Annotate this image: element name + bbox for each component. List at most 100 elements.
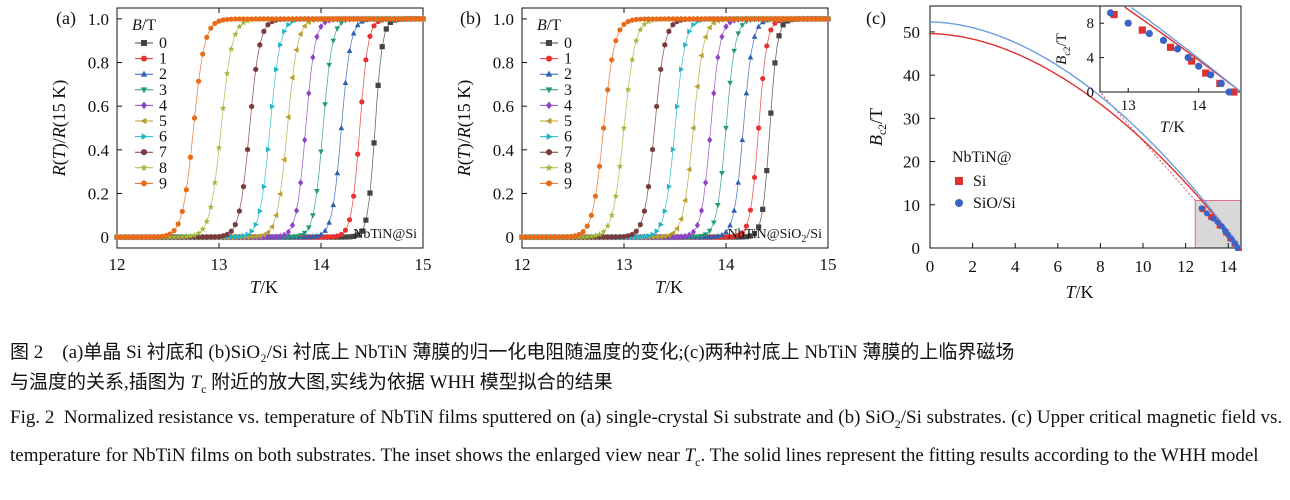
data-point bbox=[760, 206, 766, 212]
legend-marker bbox=[140, 163, 148, 172]
data-point bbox=[220, 17, 226, 23]
data-point bbox=[219, 104, 227, 112]
inset-y-tick-label: 4 bbox=[1087, 51, 1095, 67]
data-point bbox=[669, 230, 676, 237]
data-point bbox=[269, 103, 276, 110]
data-point bbox=[269, 16, 275, 22]
data-point bbox=[309, 213, 316, 219]
inset-data-point bbox=[1124, 19, 1132, 27]
data-point bbox=[764, 16, 770, 22]
data-point bbox=[187, 154, 194, 160]
data-point bbox=[523, 234, 529, 240]
data-point bbox=[298, 16, 304, 22]
legend-marker bbox=[141, 180, 147, 187]
data-point bbox=[359, 16, 365, 22]
data-point bbox=[166, 233, 174, 240]
data-point bbox=[686, 231, 692, 239]
legend-marker bbox=[546, 101, 552, 110]
data-point bbox=[204, 34, 210, 40]
inset-data-point bbox=[1207, 71, 1215, 79]
legend-marker bbox=[140, 87, 148, 94]
data-point bbox=[698, 207, 705, 215]
data-point bbox=[756, 16, 762, 22]
x-axis-label: T/K bbox=[1065, 282, 1093, 302]
data-point bbox=[592, 232, 599, 239]
data-point bbox=[707, 136, 713, 144]
x-tick-label: 14 bbox=[313, 255, 331, 274]
data-point bbox=[711, 89, 717, 97]
legend-marker bbox=[141, 101, 147, 110]
data-point bbox=[686, 16, 692, 22]
panel-label: (b) bbox=[460, 8, 481, 29]
data-point bbox=[743, 223, 750, 229]
data-point bbox=[641, 208, 647, 214]
data-point bbox=[261, 28, 267, 35]
data-point bbox=[318, 16, 324, 22]
data-point bbox=[620, 124, 628, 131]
data-point bbox=[678, 216, 684, 222]
data-point bbox=[244, 16, 251, 22]
data-point bbox=[191, 231, 198, 239]
y-tick-label: 0 bbox=[912, 239, 921, 258]
data-point bbox=[564, 234, 570, 240]
data-point bbox=[698, 16, 705, 22]
legend-label: 4 bbox=[564, 97, 572, 114]
caption-chinese: 图 2 (a)单晶 Si 衬底和 (b)SiO₂/Si 衬底上 NbTiN 薄膜… bbox=[10, 338, 1285, 404]
data-series-group bbox=[518, 15, 832, 241]
data-point bbox=[531, 234, 537, 240]
y-tick-label: 50 bbox=[903, 23, 920, 42]
data-point bbox=[756, 125, 762, 131]
data-point bbox=[342, 234, 349, 240]
data-point bbox=[285, 234, 292, 241]
data-point bbox=[215, 144, 223, 151]
data-point bbox=[155, 234, 161, 240]
data-point bbox=[257, 208, 263, 214]
data-point bbox=[212, 233, 218, 240]
legend-title: B/T bbox=[537, 17, 561, 34]
data-point bbox=[723, 125, 729, 132]
y-tick-label: 40 bbox=[903, 66, 920, 85]
data-point bbox=[649, 16, 656, 22]
x-tick-label: 12 bbox=[1177, 257, 1194, 276]
annotation: NbTiN@SiO2/Si bbox=[728, 227, 823, 245]
data-point bbox=[629, 17, 635, 23]
data-point bbox=[731, 16, 737, 22]
data-point bbox=[351, 193, 357, 199]
inset-data-point bbox=[1110, 11, 1118, 19]
data-point bbox=[682, 232, 688, 240]
data-point bbox=[683, 42, 689, 48]
data-point bbox=[147, 234, 153, 240]
data-point bbox=[682, 16, 688, 22]
data-point bbox=[706, 24, 712, 31]
data-point bbox=[391, 16, 398, 22]
data-point bbox=[694, 16, 701, 22]
legend-label: 2 bbox=[159, 66, 167, 83]
data-point bbox=[183, 187, 189, 193]
data-point bbox=[686, 166, 692, 173]
data-point bbox=[196, 78, 202, 84]
data-point bbox=[216, 18, 222, 24]
data-point bbox=[654, 16, 660, 22]
x-axis-label: T/K bbox=[250, 277, 278, 297]
data-point bbox=[678, 233, 684, 241]
panel-b: (b)12 13 14 1500.20.40.60.81.0T/KR(T)/R(15 … bbox=[454, 7, 837, 297]
data-point bbox=[583, 233, 591, 240]
data-point bbox=[278, 42, 284, 48]
data-point bbox=[359, 99, 365, 105]
data-point bbox=[747, 54, 754, 60]
legend-label: 2 bbox=[564, 66, 572, 83]
data-point bbox=[387, 19, 393, 25]
data-point bbox=[314, 232, 320, 239]
data-point bbox=[338, 231, 344, 238]
data-point bbox=[788, 16, 794, 22]
data-point bbox=[666, 28, 672, 35]
data-point bbox=[314, 16, 320, 22]
panel-label: (c) bbox=[866, 8, 886, 29]
data-point bbox=[703, 179, 709, 186]
data-point bbox=[191, 115, 198, 121]
data-point bbox=[556, 234, 562, 240]
data-point bbox=[174, 233, 182, 240]
data-point bbox=[355, 232, 361, 238]
legend-label: 9 bbox=[564, 175, 572, 192]
